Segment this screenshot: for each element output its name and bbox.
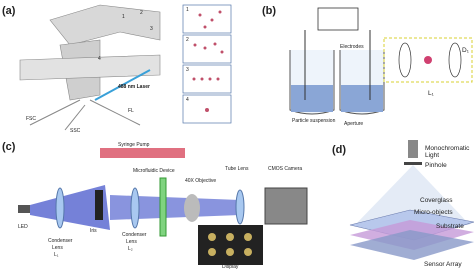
label: Substrate — [436, 223, 464, 230]
light-beam — [110, 195, 240, 220]
aperture-tube — [398, 42, 412, 78]
label: SSC — [70, 128, 81, 134]
label: LED — [18, 224, 28, 230]
microfluidic-device — [159, 177, 167, 237]
panel-label: (c) — [2, 141, 16, 153]
beam — [89, 99, 141, 126]
beam — [29, 99, 81, 126]
inset — [182, 64, 232, 94]
led — [18, 205, 30, 213]
lens — [130, 187, 140, 229]
label: Monochromatic — [425, 145, 470, 152]
label: FSC — [26, 116, 36, 122]
label: Syringe Pump — [118, 142, 150, 148]
label: 1 — [122, 14, 125, 20]
channel — [49, 4, 161, 46]
inset-number: 1 — [186, 7, 189, 13]
iris — [95, 190, 103, 220]
label: FL — [128, 108, 134, 114]
pinhole — [404, 162, 422, 165]
panel-a: (a) 1 2 3 4 488 nm Laser FSC SSC FL 1 2 … — [2, 4, 232, 134]
particles — [192, 10, 224, 112]
sensor-array — [350, 230, 474, 260]
syringe-pump — [100, 148, 185, 158]
objective — [184, 194, 200, 222]
label: CMOS Camera — [268, 166, 302, 172]
liquid — [291, 85, 333, 112]
label: Lens — [126, 239, 137, 245]
zoom-box — [383, 37, 473, 83]
label: L₂ — [128, 246, 133, 252]
label: Condenser — [122, 232, 147, 238]
label: Aperture — [344, 121, 363, 127]
label: Pinhole — [425, 162, 447, 169]
label: 2 — [140, 10, 143, 16]
label: Lens — [52, 245, 63, 251]
label: 3 — [150, 26, 153, 32]
inset-number: 4 — [186, 97, 189, 103]
label: Condenser — [48, 238, 73, 244]
light-source — [408, 140, 418, 158]
particle — [424, 56, 432, 64]
label: Sensor Array — [424, 261, 462, 268]
label: L₁ — [428, 90, 435, 97]
panel-c: (c) Syringe Pump Microfluidic Device 40X… — [2, 141, 308, 270]
label: Microfluidic Device — [133, 168, 175, 174]
camera — [264, 187, 308, 225]
light-beam — [30, 185, 110, 230]
inset-number: 2 — [186, 37, 189, 43]
panel-d: (d) Monochromatic Light Pinhole Covergla… — [332, 140, 474, 268]
panel-label: (d) — [332, 144, 346, 156]
label: 4 — [98, 56, 101, 62]
label: Iris — [90, 228, 97, 234]
light-cone — [355, 165, 470, 225]
laser — [94, 69, 151, 101]
label: L₁ — [54, 252, 59, 258]
panel-label: (a) — [2, 5, 16, 17]
label: Display — [222, 264, 239, 270]
liquid — [341, 85, 383, 112]
inset-number: 3 — [186, 67, 189, 73]
tube-lens — [235, 189, 245, 225]
inset — [182, 34, 232, 64]
label: Coverglass — [420, 197, 453, 204]
insets: 1 2 3 4 — [182, 4, 232, 124]
label: Light — [425, 152, 439, 159]
display-image — [208, 233, 252, 256]
label: 40X Objective — [185, 178, 216, 184]
panel-b: (b) Electrodes Particle suspension Apert… — [262, 5, 473, 127]
meter — [317, 7, 359, 31]
label: Particle suspension — [292, 118, 336, 124]
panel-label: (b) — [262, 5, 276, 17]
label: Tube Lens — [225, 166, 249, 172]
label: Electrodes — [340, 44, 364, 50]
channel — [19, 54, 161, 81]
aperture-tube — [448, 42, 462, 78]
label: D₁ — [462, 47, 470, 54]
display — [198, 225, 263, 265]
label: Micro-objects — [414, 209, 453, 216]
beam — [64, 104, 86, 131]
lens — [55, 187, 65, 229]
label: 488 nm Laser — [118, 84, 150, 90]
inset — [182, 4, 232, 34]
